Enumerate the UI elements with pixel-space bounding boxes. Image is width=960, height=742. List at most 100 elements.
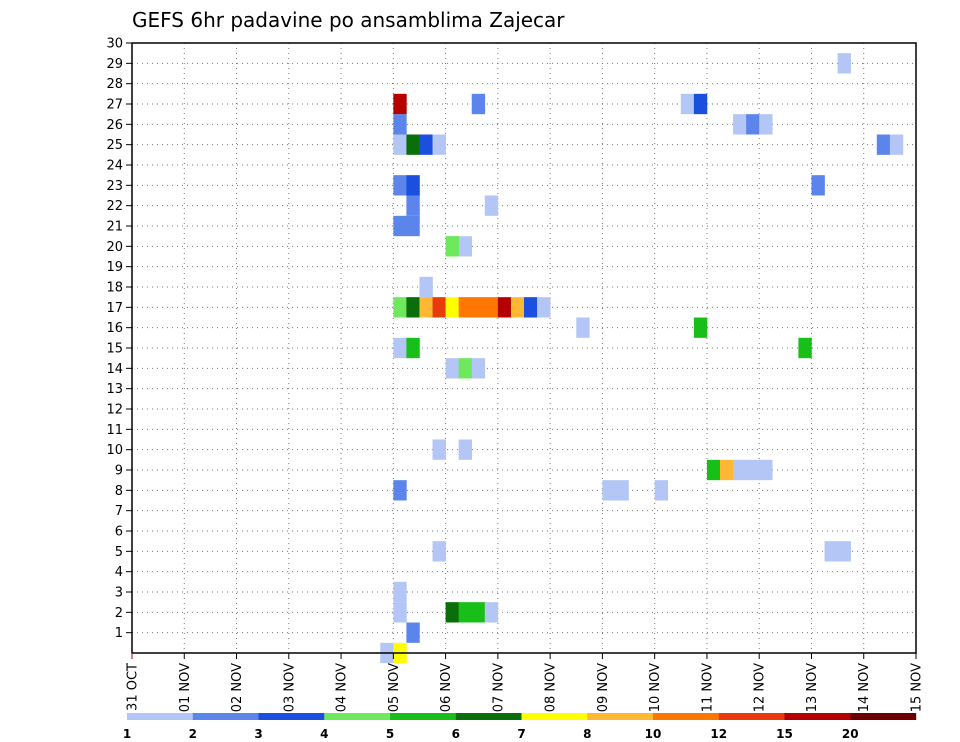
y-tick-label: 17 — [106, 301, 123, 316]
colorbar: 1 2 3 4 5 6 7 8 10 12 15 20 — [123, 713, 917, 741]
precip-cell — [497, 297, 512, 318]
precip-cell — [406, 622, 420, 643]
precip-cell — [458, 236, 473, 257]
x-tick-label: 13 NOV — [805, 663, 820, 712]
precip-cell — [824, 541, 838, 562]
x-tick-label: 11 NOV — [700, 663, 715, 712]
y-tick-label: 20 — [106, 240, 123, 255]
chart-title: GEFS 6hr padavine po ansamblima Zajecar — [132, 8, 565, 32]
colorbar-label: 15 — [776, 727, 793, 741]
x-tick-label: 31 OCT — [126, 663, 141, 711]
y-tick-label: 22 — [106, 199, 123, 214]
y-tick-label: 9 — [115, 464, 123, 479]
y-tick-label: 2 — [115, 606, 123, 621]
precip-cell — [471, 602, 486, 623]
y-tick-label: 14 — [106, 362, 123, 377]
precip-cell — [406, 215, 420, 237]
precip-cell — [876, 134, 891, 155]
y-tick-label: 5 — [115, 545, 123, 560]
precip-cell — [393, 480, 407, 501]
precip-cell — [706, 459, 721, 481]
colorbar-label: 7 — [517, 727, 525, 741]
colorbar-label: 6 — [452, 727, 460, 741]
precip-cell — [759, 459, 773, 481]
precip-cell — [693, 93, 708, 115]
y-axis-ticks: 1234567891011121314151617181920212223242… — [106, 37, 132, 641]
colorbar-segment — [455, 713, 522, 720]
precip-cell — [432, 297, 446, 318]
precip-cell — [837, 53, 851, 74]
colorbar-segment — [127, 713, 193, 720]
precip-cell — [458, 297, 473, 318]
precip-cell — [406, 134, 420, 155]
precip-cell — [537, 297, 551, 318]
x-tick-label: 15 NOV — [910, 663, 925, 712]
y-tick-label: 23 — [106, 179, 123, 194]
colorbar-label: 1 — [123, 727, 131, 741]
precip-cell — [406, 195, 420, 216]
colorbar-label: 3 — [254, 727, 262, 741]
precip-cell — [693, 317, 708, 338]
y-tick-label: 10 — [106, 443, 123, 458]
colorbar-segment — [192, 713, 259, 720]
precip-cell — [445, 297, 459, 318]
y-tick-label: 30 — [106, 37, 123, 52]
y-tick-label: 21 — [106, 220, 123, 235]
precip-cell — [471, 93, 486, 115]
y-tick-label: 16 — [106, 321, 123, 336]
x-tick-label: 02 NOV — [230, 663, 245, 712]
precip-cell — [798, 337, 812, 359]
colorbar-label: 12 — [710, 727, 727, 741]
y-tick-label: 15 — [106, 342, 123, 357]
colorbar-segment — [324, 713, 391, 720]
precip-cell — [393, 602, 407, 623]
y-tick-label: 7 — [115, 504, 123, 519]
y-tick-label: 4 — [115, 565, 123, 580]
precip-cell — [471, 358, 486, 379]
y-tick-label: 26 — [106, 118, 123, 133]
colorbar-segment — [390, 713, 456, 720]
precip-cell — [432, 439, 446, 460]
precip-cell — [419, 276, 433, 298]
precip-cell — [445, 358, 459, 379]
y-tick-label: 29 — [106, 57, 123, 72]
colorbar-segment — [521, 713, 588, 720]
precip-cell — [406, 337, 420, 359]
grid-lines — [132, 42, 916, 653]
x-tick-label: 03 NOV — [282, 663, 297, 712]
colorbar-segment — [258, 713, 325, 720]
precip-cell — [458, 602, 473, 623]
precip-cell — [393, 581, 407, 603]
precip-cell — [471, 297, 486, 318]
x-tick-label: 01 NOV — [178, 663, 193, 712]
precip-cell — [458, 358, 473, 379]
y-tick-label: 1 — [115, 626, 123, 641]
precip-cell — [393, 297, 407, 318]
y-tick-label: 28 — [106, 77, 123, 92]
precip-cell — [393, 134, 407, 155]
precip-cell — [654, 480, 669, 501]
precip-cell — [484, 297, 499, 318]
colorbar-segment — [850, 713, 917, 720]
y-tick-label: 6 — [115, 525, 123, 540]
y-tick-label: 24 — [106, 159, 123, 174]
precip-cell — [759, 114, 773, 135]
x-tick-label: 10 NOV — [648, 663, 663, 712]
precip-cell — [602, 480, 616, 501]
precip-cell — [393, 215, 407, 237]
x-tick-label: 12 NOV — [753, 663, 768, 712]
precip-cell — [445, 236, 459, 257]
precip-cell — [393, 175, 407, 196]
x-axis-ticks: 31 OCT 01 NOV 02 NOV 03 NOV 04 NOV 05 NOV 06 N… — [126, 653, 925, 712]
precip-cell — [419, 134, 433, 155]
precip-cell — [484, 602, 499, 623]
colorbar-segment — [784, 713, 851, 720]
colorbar-label: 5 — [386, 727, 394, 741]
x-tick-label: 14 NOV — [857, 663, 872, 712]
y-tick-label: 19 — [106, 260, 123, 275]
colorbar-label: 8 — [583, 727, 591, 741]
colorbar-segment — [587, 713, 654, 720]
precip-cell — [576, 317, 590, 338]
y-tick-label: 11 — [106, 423, 123, 438]
